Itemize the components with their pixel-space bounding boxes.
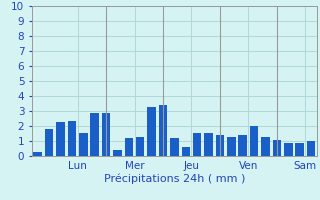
Bar [307, 141, 316, 156]
Bar [227, 137, 236, 156]
Bar [102, 112, 110, 156]
Bar [261, 137, 270, 156]
Bar [170, 138, 179, 156]
Bar [284, 143, 292, 156]
Bar [238, 135, 247, 156]
Bar [136, 137, 145, 156]
Bar [204, 133, 213, 156]
Bar [68, 121, 76, 156]
Bar [147, 106, 156, 156]
Bar [124, 138, 133, 156]
Bar [250, 126, 259, 156]
Bar [216, 135, 224, 156]
Bar [181, 147, 190, 156]
Bar [159, 105, 167, 156]
Bar [33, 152, 42, 156]
Bar [113, 150, 122, 156]
X-axis label: Précipitations 24h ( mm ): Précipitations 24h ( mm ) [104, 174, 245, 184]
Bar [79, 133, 88, 156]
Bar [56, 121, 65, 156]
Bar [273, 140, 281, 156]
Bar [193, 133, 202, 156]
Bar [295, 142, 304, 156]
Bar [90, 112, 99, 156]
Bar [45, 129, 53, 156]
